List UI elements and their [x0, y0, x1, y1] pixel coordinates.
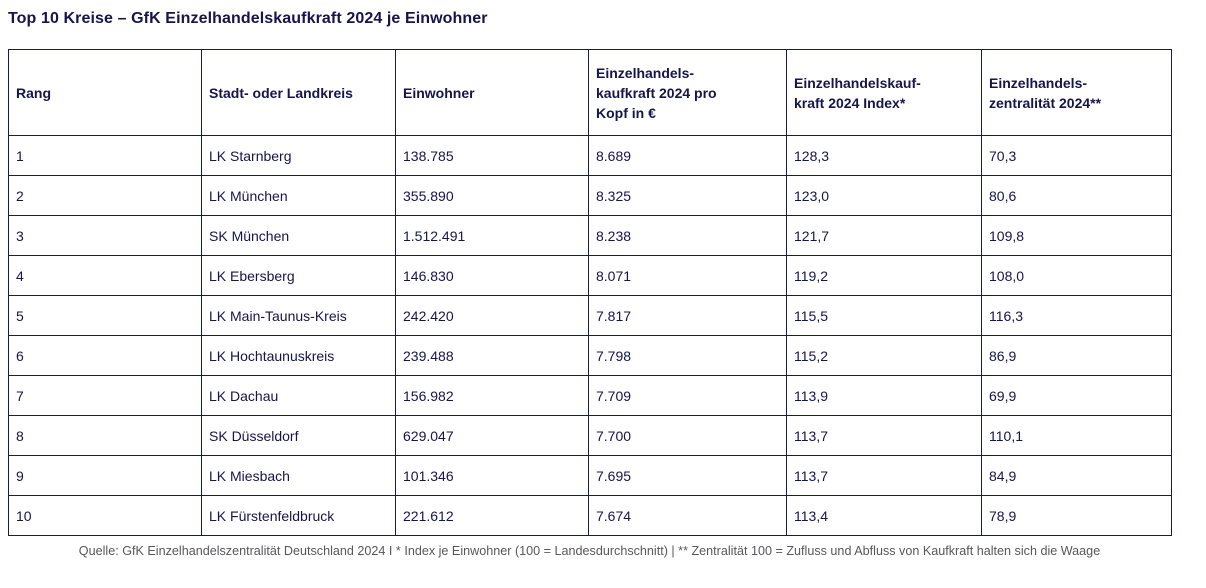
cell-kaufkraft-pro-kopf: 7.798: [588, 335, 787, 376]
cell-kaufkraft-index: 115,5: [786, 295, 982, 336]
cell-einwohner: 629.047: [395, 415, 589, 456]
cell-einwohner: 242.420: [395, 295, 589, 336]
cell-kaufkraft-index: 121,7: [786, 215, 982, 256]
column-header-rang: Rang: [8, 49, 202, 136]
cell-zentralitaet: 70,3: [981, 135, 1172, 176]
cell-kaufkraft-pro-kopf: 7.674: [588, 495, 787, 536]
cell-rang: 10: [8, 495, 202, 536]
column-header-zentralitaet: Einzelhandels- zentralität 2024**: [981, 49, 1172, 136]
cell-kaufkraft-index: 123,0: [786, 175, 982, 216]
column-header-kaufkraft-pro-kopf: Einzelhandels- kaufkraft 2024 pro Kopf i…: [588, 49, 787, 136]
cell-kreis: LK Fürstenfeldbruck: [201, 495, 396, 536]
cell-einwohner: 101.346: [395, 455, 589, 496]
cell-kreis: LK Miesbach: [201, 455, 396, 496]
cell-kaufkraft-index: 113,7: [786, 455, 982, 496]
table-row: 3 SK München 1.512.491 8.238 121,7 109,8: [8, 215, 1172, 256]
cell-kreis: LK München: [201, 175, 396, 216]
cell-rang: 7: [8, 375, 202, 416]
cell-einwohner: 156.982: [395, 375, 589, 416]
column-header-einwohner: Einwohner: [395, 49, 589, 136]
table-row: 6 LK Hochtaunuskreis 239.488 7.798 115,2…: [8, 335, 1172, 376]
cell-einwohner: 239.488: [395, 335, 589, 376]
table-row: 9 LK Miesbach 101.346 7.695 113,7 84,9: [8, 455, 1172, 496]
cell-zentralitaet: 69,9: [981, 375, 1172, 416]
data-table: Rang Stadt- oder Landkreis Einwohner Ein…: [8, 49, 1172, 536]
cell-kreis: LK Main-Taunus-Kreis: [201, 295, 396, 336]
table-row: 5 LK Main-Taunus-Kreis 242.420 7.817 115…: [8, 295, 1172, 336]
cell-kaufkraft-pro-kopf: 8.689: [588, 135, 787, 176]
cell-rang: 9: [8, 455, 202, 496]
cell-rang: 2: [8, 175, 202, 216]
cell-zentralitaet: 78,9: [981, 495, 1172, 536]
cell-rang: 6: [8, 335, 202, 376]
cell-rang: 8: [8, 415, 202, 456]
cell-einwohner: 1.512.491: [395, 215, 589, 256]
page-title: Top 10 Kreise – GfK Einzelhandelskaufkra…: [8, 10, 488, 27]
cell-kreis: SK München: [201, 215, 396, 256]
cell-kaufkraft-pro-kopf: 7.695: [588, 455, 787, 496]
cell-rang: 1: [8, 135, 202, 176]
cell-kaufkraft-index: 113,7: [786, 415, 982, 456]
page: Top 10 Kreise – GfK Einzelhandelskaufkra…: [8, 10, 1172, 558]
cell-kaufkraft-pro-kopf: 7.700: [588, 415, 787, 456]
header-row: Rang Stadt- oder Landkreis Einwohner Ein…: [8, 49, 1172, 136]
cell-zentralitaet: 116,3: [981, 295, 1172, 336]
table-row: 1 LK Starnberg 138.785 8.689 128,3 70,3: [8, 135, 1172, 176]
cell-zentralitaet: 84,9: [981, 455, 1172, 496]
cell-kaufkraft-index: 113,4: [786, 495, 982, 536]
cell-zentralitaet: 86,9: [981, 335, 1172, 376]
cell-kreis: LK Ebersberg: [201, 255, 396, 296]
cell-kreis: LK Dachau: [201, 375, 396, 416]
cell-einwohner: 221.612: [395, 495, 589, 536]
cell-einwohner: 355.890: [395, 175, 589, 216]
cell-zentralitaet: 80,6: [981, 175, 1172, 216]
cell-zentralitaet: 110,1: [981, 415, 1172, 456]
table-row: 7 LK Dachau 156.982 7.709 113,9 69,9: [8, 375, 1172, 416]
table-row: 8 SK Düsseldorf 629.047 7.700 113,7 110,…: [8, 415, 1172, 456]
cell-kaufkraft-index: 128,3: [786, 135, 982, 176]
cell-rang: 3: [8, 215, 202, 256]
cell-kreis: LK Hochtaunuskreis: [201, 335, 396, 376]
cell-kaufkraft-pro-kopf: 8.325: [588, 175, 787, 216]
column-header-kaufkraft-index: Einzelhandelskauf- kraft 2024 Index*: [786, 49, 982, 136]
cell-rang: 4: [8, 255, 202, 296]
cell-kaufkraft-pro-kopf: 8.071: [588, 255, 787, 296]
cell-kaufkraft-index: 119,2: [786, 255, 982, 296]
table-row: 10 LK Fürstenfeldbruck 221.612 7.674 113…: [8, 495, 1172, 536]
table-row: 2 LK München 355.890 8.325 123,0 80,6: [8, 175, 1172, 216]
cell-kaufkraft-pro-kopf: 8.238: [588, 215, 787, 256]
cell-kreis: LK Starnberg: [201, 135, 396, 176]
cell-kaufkraft-index: 113,9: [786, 375, 982, 416]
cell-einwohner: 146.830: [395, 255, 589, 296]
cell-kaufkraft-pro-kopf: 7.817: [588, 295, 787, 336]
cell-kreis: SK Düsseldorf: [201, 415, 396, 456]
cell-zentralitaet: 108,0: [981, 255, 1172, 296]
column-header-kreis: Stadt- oder Landkreis: [201, 49, 396, 136]
cell-einwohner: 138.785: [395, 135, 589, 176]
cell-zentralitaet: 109,8: [981, 215, 1172, 256]
source-note: Quelle: GfK Einzelhandelszentralität Deu…: [78, 544, 1101, 558]
table-row: 4 LK Ebersberg 146.830 8.071 119,2 108,0: [8, 255, 1172, 296]
cell-kaufkraft-index: 115,2: [786, 335, 982, 376]
cell-kaufkraft-pro-kopf: 7.709: [588, 375, 787, 416]
cell-rang: 5: [8, 295, 202, 336]
